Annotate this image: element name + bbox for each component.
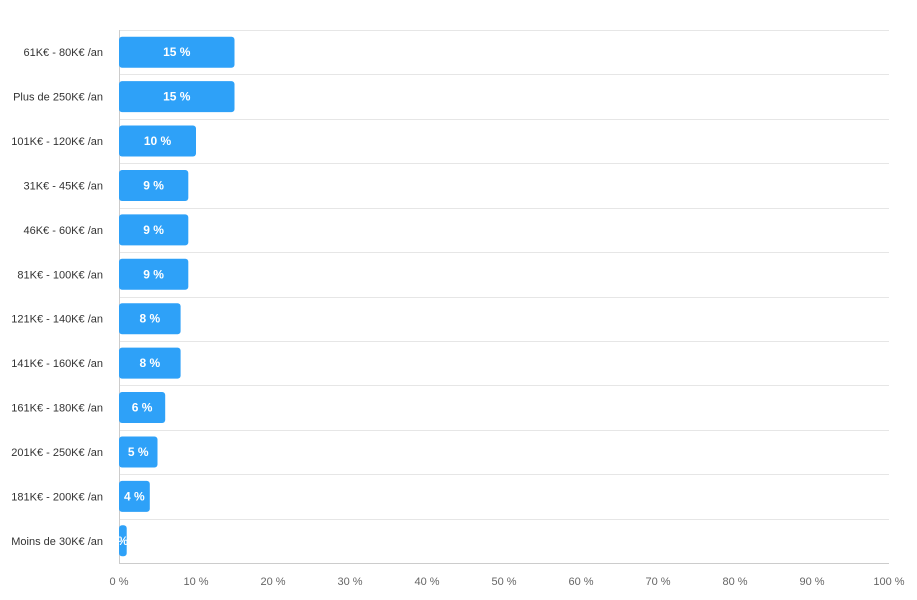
bar[interactable] xyxy=(119,169,189,201)
x-tick-label: 10 % xyxy=(183,576,208,588)
x-axis-tick-labels: 0 % 10 % 20 % 30 % 40 % 50 % 60 % 70 % 80 % 90 % 1… xyxy=(110,576,905,588)
category-label: 61K€ - 80K€ /an xyxy=(23,47,103,59)
bar-data-label: 8 % xyxy=(139,312,160,326)
bar[interactable] xyxy=(119,525,127,557)
category-label: 161K€ - 180K€ /an xyxy=(11,403,103,415)
category-label: 31K€ - 45K€ /an xyxy=(23,180,103,192)
bar-data-label: 9 % xyxy=(143,267,164,281)
category-label: 181K€ - 200K€ /an xyxy=(11,491,103,503)
bar[interactable] xyxy=(119,480,150,512)
bar[interactable] xyxy=(119,214,189,246)
bar[interactable] xyxy=(119,258,189,290)
bar-data-label: 8 % xyxy=(139,356,160,370)
x-tick-label: 80 % xyxy=(722,576,747,588)
x-tick-label: 40 % xyxy=(414,576,439,588)
category-label: 46K€ - 60K€ /an xyxy=(23,225,103,237)
x-tick-label: 100 % xyxy=(873,576,904,588)
bar[interactable] xyxy=(119,347,181,379)
bar-data-label: 10 % xyxy=(144,134,172,148)
bar-data-label: 15 % xyxy=(163,45,191,59)
x-tick-label: 0 % xyxy=(110,576,129,588)
bar-data-label: 15 % xyxy=(163,90,191,104)
category-label: 121K€ - 140K€ /an xyxy=(11,314,103,326)
bar[interactable] xyxy=(119,436,158,468)
bar-data-label: 5 % xyxy=(128,445,149,459)
bar[interactable] xyxy=(119,81,235,113)
bar-data-label: 9 % xyxy=(143,223,164,237)
bar-data-label: % xyxy=(118,534,129,548)
x-tick-label: 30 % xyxy=(337,576,362,588)
grid-layer xyxy=(119,30,889,564)
bar[interactable] xyxy=(119,125,196,157)
x-tick-label: 20 % xyxy=(260,576,285,588)
bars-layer: 15 % 15 % 10 % 9 % 9 % 9 % 8 % 8 % 6 % 5 % 4 %% xyxy=(118,36,235,557)
bar-data-label: 6 % xyxy=(132,401,153,415)
x-tick-label: 60 % xyxy=(568,576,593,588)
bar-data-label: 4 % xyxy=(124,489,145,503)
category-label: 141K€ - 160K€ /an xyxy=(11,358,103,370)
bar[interactable] xyxy=(119,36,235,68)
category-labels: 61K€ - 80K€ /an Plus de 250K€ /an 101K€ - … xyxy=(11,47,103,548)
category-label: 101K€ - 120K€ /an xyxy=(11,136,103,148)
bar[interactable] xyxy=(119,303,181,335)
category-label: 81K€ - 100K€ /an xyxy=(17,269,103,281)
category-label: 201K€ - 250K€ /an xyxy=(11,447,103,459)
x-tick-label: 50 % xyxy=(491,576,516,588)
x-tick-label: 90 % xyxy=(799,576,824,588)
bar-data-label: 9 % xyxy=(143,178,164,192)
x-tick-label: 70 % xyxy=(645,576,670,588)
bar[interactable] xyxy=(119,392,166,424)
category-label: Moins de 30K€ /an xyxy=(11,536,103,548)
category-label: Plus de 250K€ /an xyxy=(13,92,103,104)
